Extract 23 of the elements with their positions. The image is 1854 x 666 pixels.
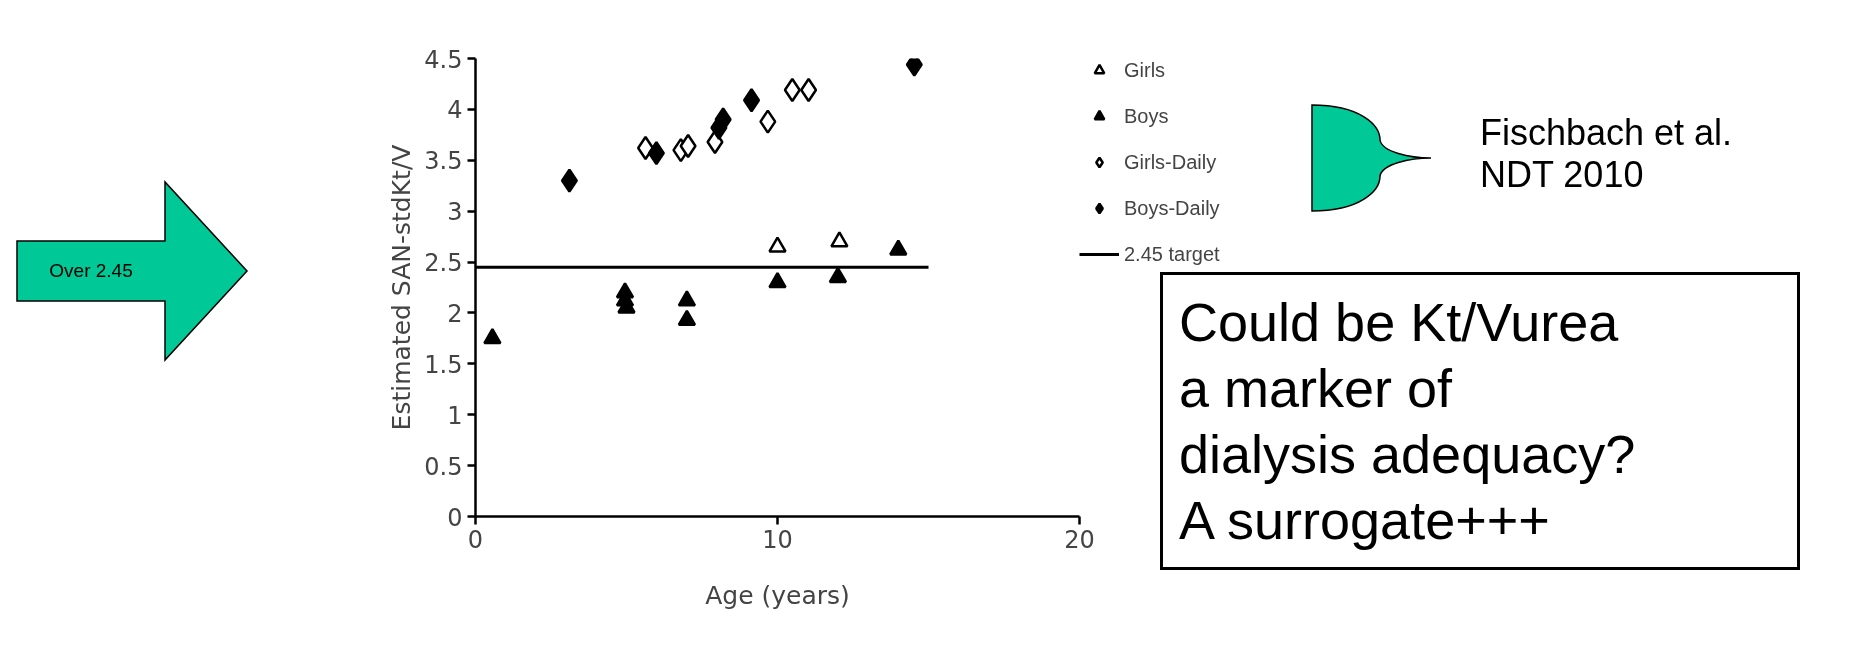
y-tick-label: 3 xyxy=(447,198,463,227)
text: Could be Kt/Vurea a marker of dialysis adequacy? A surrogate+++ xyxy=(1160,272,1800,570)
y-tick-label: 4.5 xyxy=(424,45,463,74)
y-tick-label: 4 xyxy=(447,96,463,125)
x-tick-label: 10 xyxy=(762,525,793,554)
text: Fischbach et al. NDT 2010 xyxy=(1480,112,1733,196)
legend-label: Girls xyxy=(1124,58,1166,82)
y-axis-title: Estimated SAN-stdKt/V xyxy=(387,144,417,431)
y-tick-label: 1.5 xyxy=(424,350,463,379)
y-tick-label: 2.5 xyxy=(424,249,463,278)
y-tick-label: 0.5 xyxy=(424,452,463,481)
legend-label: Girls-Daily xyxy=(1124,150,1217,174)
y-tick-label: 3.5 xyxy=(424,147,463,176)
y-tick-label: 0 xyxy=(447,503,463,532)
x-tick-label: 0 xyxy=(467,525,484,554)
x-axis-title: Age (years) xyxy=(705,580,850,610)
text: Over 2.45 xyxy=(48,259,134,283)
legend-label: Boys xyxy=(1124,104,1169,128)
legend-label: Boys-Daily xyxy=(1124,196,1220,220)
x-tick-label: 20 xyxy=(1064,525,1095,554)
y-tick-label: 2 xyxy=(447,299,463,328)
y-tick-label: 1 xyxy=(447,401,463,430)
legend-label: 2.45 target xyxy=(1124,242,1220,266)
